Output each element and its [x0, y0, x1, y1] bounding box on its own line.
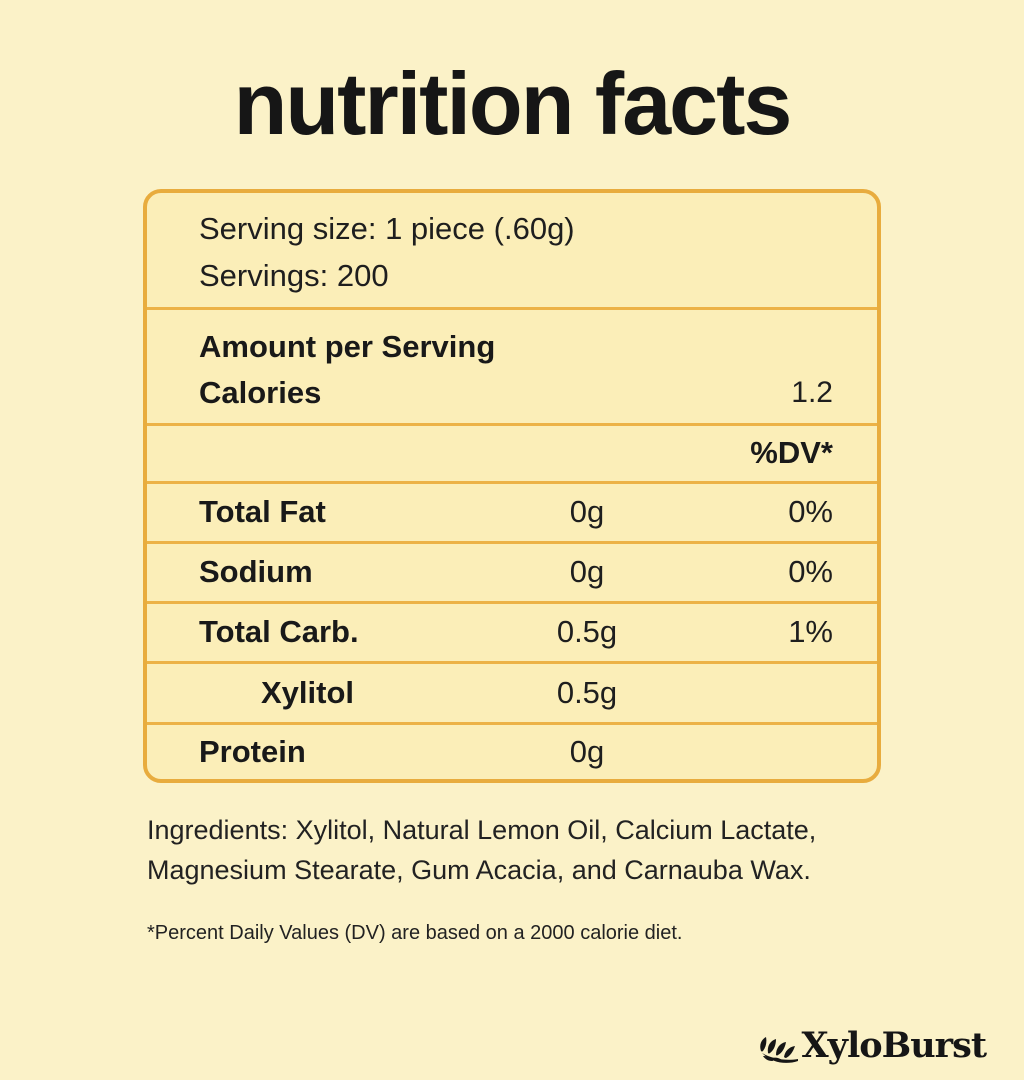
- page-title: nutrition facts: [233, 54, 793, 153]
- nutrient-dv: 0%: [788, 554, 833, 590]
- amount-per-serving-label: Amount per Serving: [199, 328, 496, 364]
- nutrient-amount: 0.5g: [556, 674, 618, 710]
- calories-value: 1.2: [791, 375, 833, 409]
- nutrient-label: Xylitol: [261, 674, 355, 710]
- table-row-total-fat: Total Fat 0g 0%: [147, 484, 877, 544]
- calories-section: Amount per Serving Calories 1.2: [147, 310, 877, 426]
- nutrient-label: Protein: [199, 733, 306, 769]
- nutrition-facts-table: Serving size: 1 piece (.60g) Servings: 2…: [143, 188, 881, 783]
- dv-header-label: %DV*: [750, 435, 833, 471]
- nutrient-amount: 0.5g: [556, 614, 618, 650]
- brand-name: XyloBurst: [801, 1025, 987, 1066]
- nutrient-amount: 0g: [569, 554, 605, 590]
- serving-section: Serving size: 1 piece (.60g) Servings: 2…: [147, 193, 877, 310]
- nutrient-label: Total Fat: [199, 494, 326, 530]
- nutrient-amount: 0g: [569, 733, 605, 769]
- nutrient-dv: 0%: [788, 494, 833, 530]
- dv-header-row: %DV*: [147, 426, 877, 484]
- nutrient-dv: 1%: [788, 614, 833, 650]
- calories-line: Calories 1.2: [199, 370, 877, 416]
- serving-size-text: Serving size: 1 piece (.60g): [199, 210, 575, 246]
- calories-label: Calories: [199, 374, 322, 410]
- nutrient-label: Sodium: [199, 554, 313, 590]
- nutrition-label-page: nutrition facts Serving size: 1 piece (.…: [0, 54, 1024, 1066]
- nutrient-label: Total Carb.: [199, 614, 359, 650]
- table-row-xylitol: Xylitol 0.5g: [147, 664, 877, 725]
- table-row-total-carb: Total Carb. 0.5g 1%: [147, 604, 877, 664]
- servings-count-text: Servings: 200: [199, 257, 389, 293]
- nutrient-amount: 0g: [569, 494, 605, 530]
- table-row-sodium: Sodium 0g 0%: [147, 544, 877, 604]
- ingredients-text: Ingredients: Xylitol, Natural Lemon Oil,…: [147, 814, 817, 885]
- leaf-sprig-icon: [759, 1036, 798, 1063]
- daily-values-footnote: *Percent Daily Values (DV) are based on …: [147, 921, 683, 944]
- table-row-protein: Protein 0g: [147, 725, 877, 779]
- brand-logo: XyloBurst: [758, 1025, 987, 1066]
